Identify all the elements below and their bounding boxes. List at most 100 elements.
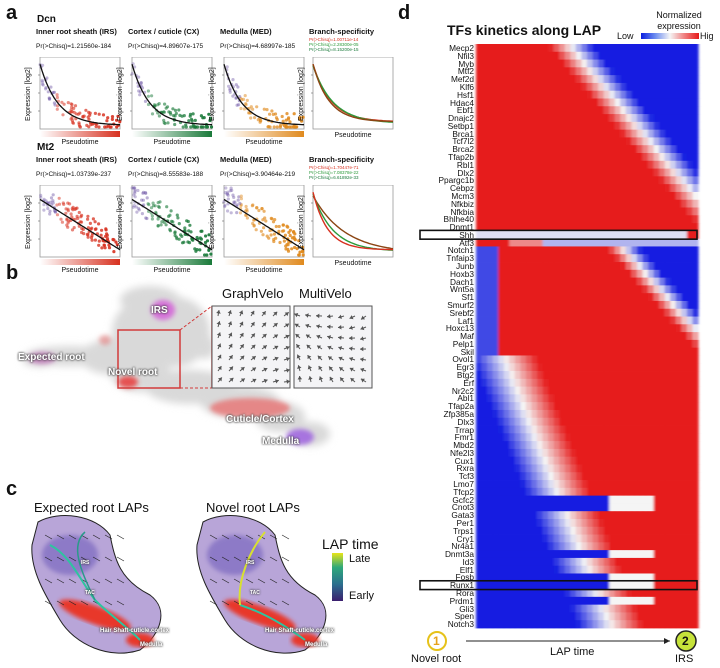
heatmap-cell xyxy=(692,441,699,450)
heatmap-cell xyxy=(609,386,616,395)
data-point xyxy=(275,125,279,129)
pseudotime-plot xyxy=(130,57,214,137)
heatmap-cell xyxy=(675,137,682,146)
heatmap-cell xyxy=(548,223,555,232)
c-right-medulla-label: Medulla xyxy=(305,642,328,648)
heatmap-cell xyxy=(587,207,594,216)
heatmap-cell xyxy=(570,495,577,504)
heatmap-cell xyxy=(509,378,516,388)
heatmap-cell xyxy=(609,550,616,559)
heatmap-cell xyxy=(670,230,677,240)
heatmap-cell xyxy=(592,75,599,84)
heatmap-cell xyxy=(587,129,594,138)
data-point xyxy=(226,193,230,197)
heatmap-cell xyxy=(609,129,616,138)
heatmap-cell xyxy=(525,324,533,333)
heatmap-cell xyxy=(581,371,588,380)
heatmap-cell xyxy=(548,363,555,372)
heatmap-cell xyxy=(648,503,655,512)
data-point xyxy=(203,253,207,257)
heatmap-cell xyxy=(653,596,660,606)
heatmap-cell xyxy=(598,308,605,317)
heatmap-cell xyxy=(653,534,660,543)
heatmap-cell xyxy=(509,620,516,629)
heatmap-cell xyxy=(542,98,549,107)
heatmap-cell xyxy=(642,121,649,131)
heatmap-cell xyxy=(487,207,494,216)
heatmap-cell xyxy=(553,44,560,53)
heatmap-cell xyxy=(476,339,483,349)
heatmap-cell xyxy=(609,223,616,232)
heatmap-cell xyxy=(570,596,577,606)
heatmap-cell xyxy=(476,176,483,185)
heatmap-cell xyxy=(681,371,688,380)
heatmap-cell xyxy=(570,464,577,473)
heatmap-cell xyxy=(487,324,494,333)
heatmap-cell xyxy=(692,199,699,208)
data-point xyxy=(182,240,186,244)
plot-title: Cortex / cuticle (CX) xyxy=(128,27,200,36)
heatmap-cell xyxy=(620,324,627,333)
branch-pvalue: Pr(>Chisq)=8.15200e-15 xyxy=(309,47,359,52)
heatmap-cell xyxy=(564,409,571,419)
heatmap-cell xyxy=(620,300,627,310)
heatmap-cell xyxy=(642,355,649,364)
heatmap-cell xyxy=(692,137,699,146)
heatmap-cell xyxy=(570,114,577,123)
gene-label: Trrap xyxy=(454,424,474,435)
heatmap-cell xyxy=(570,238,577,247)
heatmap-cell xyxy=(587,480,594,489)
heatmap-cell xyxy=(553,129,560,138)
heatmap-cell xyxy=(636,472,644,481)
heatmap-cell xyxy=(476,230,483,240)
data-point xyxy=(286,225,290,229)
data-point xyxy=(205,253,209,257)
heatmap-cell xyxy=(642,339,649,349)
heatmap-cell xyxy=(614,596,621,606)
heatmap-cell xyxy=(575,207,583,216)
heatmap-cell xyxy=(542,316,549,325)
heatmap-cell xyxy=(636,409,644,419)
gene-label: Dnajc2 xyxy=(448,113,474,124)
data-point xyxy=(245,209,249,213)
heatmap-cell xyxy=(636,230,644,240)
heatmap-cell xyxy=(570,526,577,535)
heatmap-cell xyxy=(664,176,671,185)
heatmap-cell xyxy=(487,293,494,302)
heatmap-cell xyxy=(625,581,632,590)
data-point xyxy=(286,117,290,121)
heatmap-cell xyxy=(520,480,527,489)
heatmap-cell xyxy=(631,409,638,419)
heatmap-cell xyxy=(664,254,671,263)
heatmap-cell xyxy=(609,145,616,154)
heatmap-cell xyxy=(609,596,616,606)
gene-label: Nr2c2 xyxy=(451,385,474,396)
heatmap-cell xyxy=(631,277,638,286)
pseudotime-plot xyxy=(311,185,394,258)
heatmap-cell xyxy=(592,394,599,403)
heatmap-cell xyxy=(498,324,505,333)
heatmap-cell xyxy=(686,238,694,247)
heatmap-cell xyxy=(653,246,660,255)
heatmap-cell xyxy=(692,487,699,497)
trend-line xyxy=(223,64,305,126)
heatmap-cell xyxy=(664,441,671,450)
heatmap-cell xyxy=(564,262,571,271)
heatmap-cell xyxy=(603,75,610,84)
cuticle-cortex-label: Cuticle/Cortex xyxy=(226,414,294,425)
heatmap-cell xyxy=(581,456,588,465)
heatmap-cell xyxy=(487,425,494,434)
heatmap-cell xyxy=(548,339,555,349)
pseudotime-plot xyxy=(222,185,305,265)
heatmap-cell xyxy=(581,565,588,574)
heatmap-cell xyxy=(664,238,671,247)
data-point xyxy=(156,201,160,205)
heatmap-cell xyxy=(675,409,682,419)
heatmap-cell xyxy=(598,565,605,574)
heatmap-cell xyxy=(514,487,521,497)
heatmap-cell xyxy=(492,285,499,294)
heatmap-cell xyxy=(487,495,494,504)
heatmap-cell xyxy=(686,347,694,356)
heatmap-cell xyxy=(548,534,555,543)
heatmap-cell xyxy=(653,612,660,621)
